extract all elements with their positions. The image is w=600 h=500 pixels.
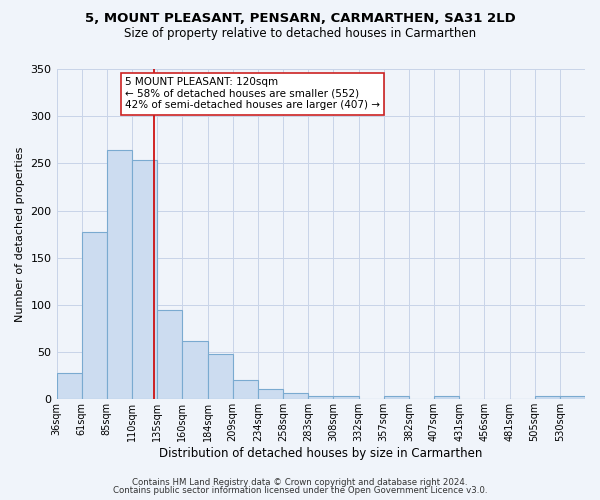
X-axis label: Distribution of detached houses by size in Carmarthen: Distribution of detached houses by size … [159,447,482,460]
Bar [383,396,409,400]
Bar [535,396,560,400]
Text: 5, MOUNT PLEASANT, PENSARN, CARMARTHEN, SA31 2LD: 5, MOUNT PLEASANT, PENSARN, CARMARTHEN, … [85,12,515,26]
Bar [82,232,107,400]
Bar [308,396,334,400]
Bar [107,150,132,400]
Bar [182,341,208,400]
Text: 5 MOUNT PLEASANT: 120sqm
← 58% of detached houses are smaller (552)
42% of semi-: 5 MOUNT PLEASANT: 120sqm ← 58% of detach… [125,78,380,110]
Bar [434,396,459,400]
Bar [233,380,258,400]
Bar [334,396,359,400]
Bar [560,396,585,400]
Y-axis label: Number of detached properties: Number of detached properties [15,146,25,322]
Text: Size of property relative to detached houses in Carmarthen: Size of property relative to detached ho… [124,28,476,40]
Bar [283,392,308,400]
Bar [157,310,182,400]
Text: Contains public sector information licensed under the Open Government Licence v3: Contains public sector information licen… [113,486,487,495]
Bar [56,373,82,400]
Text: Contains HM Land Registry data © Crown copyright and database right 2024.: Contains HM Land Registry data © Crown c… [132,478,468,487]
Bar [132,160,157,400]
Bar [208,354,233,400]
Bar [258,389,283,400]
